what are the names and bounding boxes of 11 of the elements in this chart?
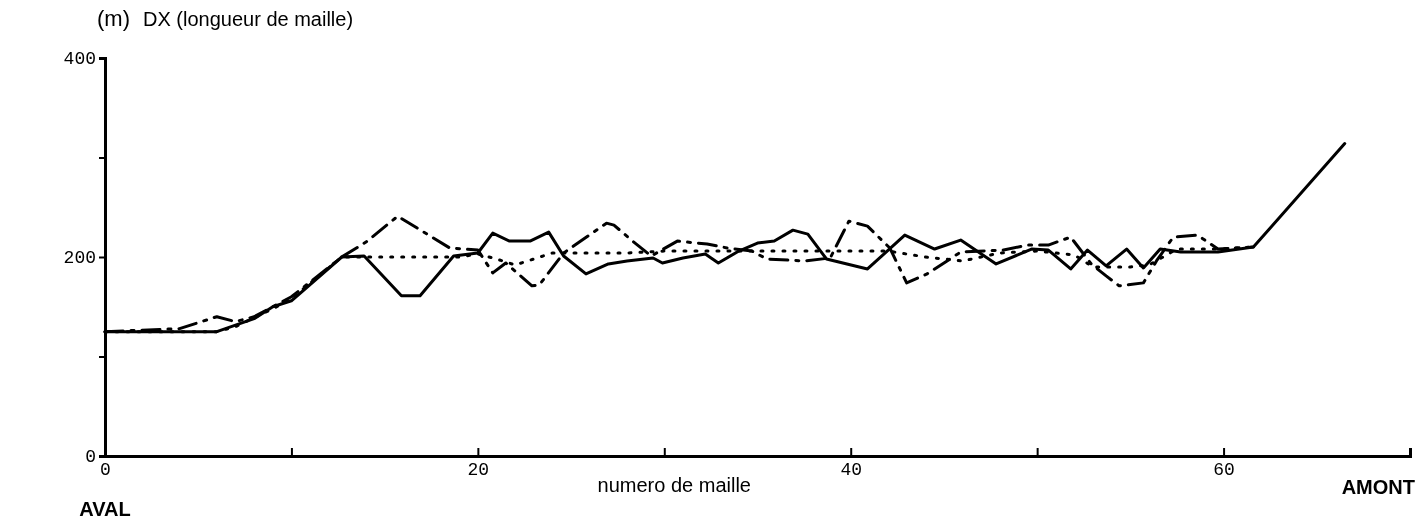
text: AMONT: [1341, 476, 1415, 498]
x-tick-label: 60: [1213, 460, 1235, 480]
x-tick-label: 0: [100, 460, 111, 480]
text: AVAL: [79, 498, 131, 520]
chart-title: DX (longueur de maille): [143, 8, 354, 30]
x-axis-title: numero de maille: [597, 474, 751, 496]
y-tick-label: 200: [63, 248, 96, 269]
x-tick-label: 20: [467, 460, 490, 480]
y-axis-title: (m): [97, 6, 130, 31]
x-tick-label: 40: [840, 460, 863, 480]
y-tick-label: 400: [63, 49, 96, 70]
